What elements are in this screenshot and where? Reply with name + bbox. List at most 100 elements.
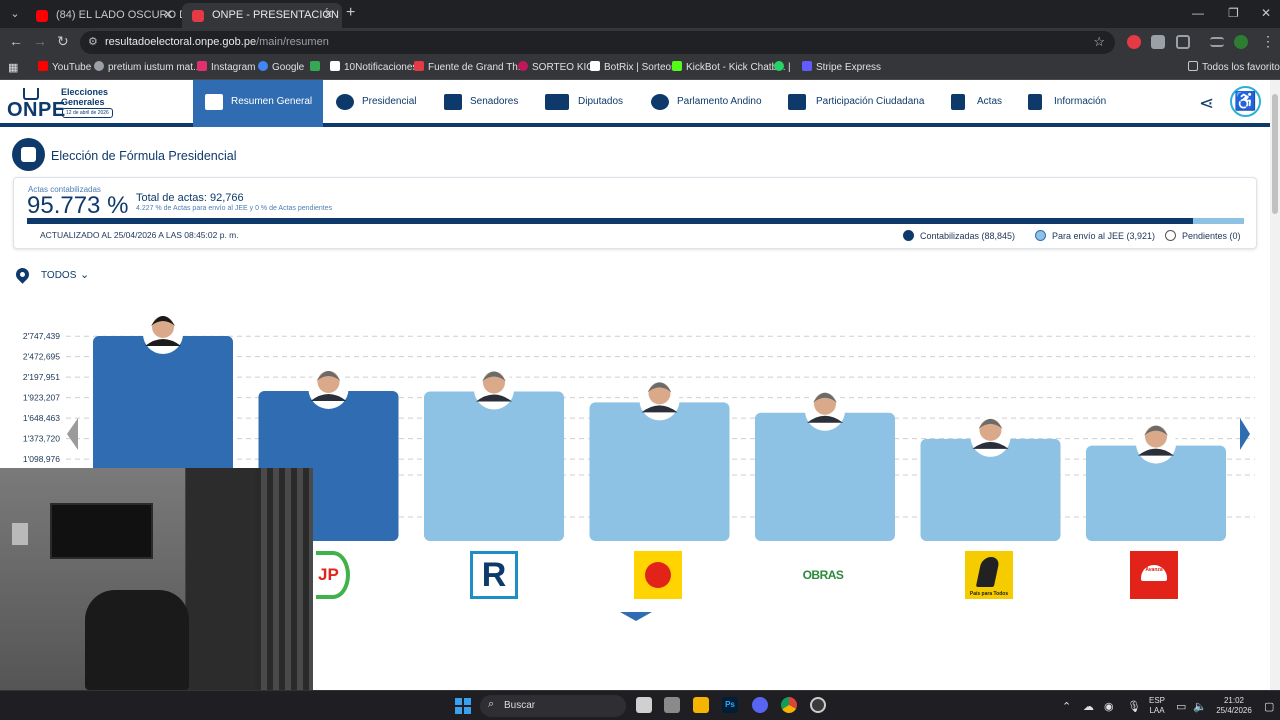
nav-actas[interactable]: Actas bbox=[951, 80, 1002, 127]
chart-prev-arrow-icon[interactable] bbox=[67, 418, 78, 450]
bookmark-pretium[interactable]: pretium iustum mat... bbox=[94, 61, 201, 73]
candidate-bar[interactable] bbox=[755, 412, 895, 541]
reading-list-icon[interactable] bbox=[1210, 37, 1224, 47]
bookmark-grand-theft[interactable]: Fuente de Grand Th... bbox=[414, 61, 526, 73]
minimize-icon[interactable]: — bbox=[1192, 6, 1204, 20]
share-icon[interactable]: ⋖ bbox=[1199, 93, 1215, 113]
chrome-menu-icon[interactable]: ⋮ bbox=[1261, 33, 1275, 49]
candidate-bar-group[interactable] bbox=[424, 369, 564, 541]
bookmark-botrix[interactable]: BotRix | Sorteos bbox=[590, 61, 676, 73]
onedrive-icon[interactable]: ☁ bbox=[1083, 701, 1094, 713]
nav-diputados[interactable]: Diputados bbox=[545, 80, 623, 127]
bookmark-10notificaciones[interactable]: 10Notificaciones bbox=[330, 61, 417, 73]
all-bookmarks[interactable]: Todos los favoritos bbox=[1188, 61, 1280, 73]
candidate-suit bbox=[145, 339, 181, 346]
chrome-icon[interactable] bbox=[781, 697, 797, 713]
juntos-peru-logo-icon[interactable]: JP bbox=[316, 551, 350, 599]
url-path: /main/resumen bbox=[256, 36, 329, 48]
close-tab-icon[interactable]: ✕ bbox=[163, 9, 173, 21]
back-icon[interactable]: ← bbox=[9, 33, 23, 49]
window-close-icon[interactable]: ✕ bbox=[1261, 6, 1272, 20]
clock-date: 25/4/2026 bbox=[1216, 706, 1252, 715]
bookmark-sorteo-kick[interactable]: SORTEO KICK bbox=[518, 61, 600, 73]
apps-grid-icon[interactable]: ▦ bbox=[8, 62, 19, 74]
sun-party-logo-icon[interactable] bbox=[634, 551, 682, 599]
bookmark-stripe[interactable]: Stripe Express bbox=[802, 61, 881, 73]
tray-app-icon[interactable]: ◉ bbox=[1104, 701, 1114, 713]
profile-avatar-icon[interactable] bbox=[1234, 35, 1248, 49]
youtube-icon bbox=[38, 61, 48, 71]
congress-icon bbox=[545, 94, 569, 110]
helmet-party-logo-icon[interactable]: Avanza bbox=[1130, 551, 1178, 599]
clock[interactable]: 21:02 25/4/2026 bbox=[1212, 696, 1256, 716]
extension-icon[interactable] bbox=[1151, 35, 1165, 49]
app-icon[interactable] bbox=[664, 697, 680, 713]
bookmark-instagram[interactable]: Instagram bbox=[197, 61, 255, 73]
network-icon[interactable]: ▭ bbox=[1176, 701, 1187, 713]
site-header: ONPE Elecciones Generales 12 de abril de… bbox=[0, 80, 1270, 127]
candidate-bar-group[interactable] bbox=[589, 380, 730, 541]
bookmark-pinwheel[interactable] bbox=[310, 61, 324, 73]
candidate-suit bbox=[476, 394, 512, 402]
obras-logo-icon[interactable]: OBRAS bbox=[800, 563, 846, 587]
address-bar[interactable]: ⚙ resultadoelectoral.onpe.gob.pe/main/re… bbox=[80, 31, 1115, 54]
tray-chevron-up-icon[interactable]: ⌃ bbox=[1062, 701, 1072, 713]
nav-senadores[interactable]: Senadores bbox=[444, 80, 518, 127]
candidate-bar[interactable] bbox=[589, 402, 730, 541]
extensions-puzzle-icon[interactable] bbox=[1176, 35, 1190, 49]
pais-para-todos-logo-icon[interactable]: País para Todos bbox=[965, 551, 1013, 599]
microphone-icon[interactable]: 🎙 bbox=[1127, 701, 1141, 713]
renovacion-popular-logo-icon[interactable]: R bbox=[470, 551, 518, 599]
bookmark-youtube[interactable]: YouTube bbox=[38, 61, 91, 73]
candidate-bar[interactable] bbox=[920, 438, 1061, 541]
page-scrollbar[interactable] bbox=[1270, 80, 1280, 690]
actas-summary-card: Actas contabilizadas 95.773 % Total de a… bbox=[13, 177, 1257, 249]
candidate-bar-group[interactable] bbox=[920, 416, 1061, 541]
tab-onpe[interactable]: ONPE - PRESENTACIÓN DE RES ✕ bbox=[182, 3, 342, 28]
forward-icon[interactable]: → bbox=[33, 33, 47, 49]
chart-expand-arrow-icon[interactable] bbox=[620, 612, 652, 621]
windows-start-icon[interactable] bbox=[455, 698, 471, 714]
tab-youtube[interactable]: (84) EL LADO OSCURO DE LA C ✕ bbox=[26, 3, 182, 28]
close-tab-icon[interactable]: ✕ bbox=[323, 9, 333, 21]
y-tick-label: 2'472,695 bbox=[23, 352, 60, 362]
national-seal-icon bbox=[12, 138, 45, 171]
language-indicator[interactable]: ESP LAA bbox=[1146, 696, 1168, 716]
bookmark-label: Stripe Express bbox=[816, 62, 882, 73]
reload-icon[interactable]: ↻ bbox=[57, 33, 69, 49]
notifications-icon[interactable]: ▢ bbox=[1264, 701, 1275, 713]
accessibility-icon[interactable]: ♿ bbox=[1230, 86, 1261, 117]
scrollbar-thumb[interactable] bbox=[1272, 94, 1278, 214]
chart-next-arrow-icon[interactable] bbox=[1240, 418, 1250, 450]
new-tab-icon[interactable]: + bbox=[346, 4, 356, 21]
site-info-icon[interactable]: ⚙ bbox=[88, 36, 98, 48]
restore-icon[interactable]: ❐ bbox=[1228, 6, 1239, 20]
bookmark-google[interactable]: Google bbox=[258, 61, 304, 73]
candidate-bar[interactable] bbox=[424, 391, 564, 541]
nav-informacion[interactable]: Información bbox=[1028, 80, 1106, 127]
discord-icon[interactable] bbox=[752, 697, 768, 713]
nav-presidencial[interactable]: Presidencial bbox=[336, 80, 416, 127]
extension-record-icon[interactable] bbox=[1127, 35, 1141, 49]
nav-participacion-ciudadana[interactable]: Participación Ciudadana bbox=[788, 80, 924, 127]
candidate-bar-group[interactable] bbox=[755, 390, 895, 541]
tab-search-chevron-icon[interactable]: ⌄ bbox=[10, 8, 20, 20]
task-view-icon[interactable] bbox=[636, 697, 652, 713]
volume-icon[interactable]: 🔈 bbox=[1193, 701, 1207, 713]
chevron-down-icon[interactable]: ⌄ bbox=[80, 269, 90, 281]
language-bottom: LAA bbox=[1149, 706, 1165, 715]
kickbot-icon bbox=[672, 61, 682, 71]
bookmark-kickbot[interactable]: KickBot - Kick Chatb... bbox=[672, 61, 785, 73]
nav-resumen-general[interactable]: Resumen General bbox=[193, 80, 323, 127]
taskbar-search[interactable]: ⌕ Buscar bbox=[480, 695, 626, 717]
tab-title: (84) EL LADO OSCURO DE LA C bbox=[56, 9, 182, 21]
bookmark-star-icon[interactable]: ☆ bbox=[1093, 34, 1105, 49]
candidate-bar[interactable] bbox=[1086, 445, 1226, 541]
candidate-bar-group[interactable] bbox=[1086, 423, 1226, 541]
obs-icon[interactable] bbox=[810, 697, 826, 713]
photoshop-icon[interactable]: Ps bbox=[722, 697, 738, 713]
bookmark-whatsapp[interactable]: | bbox=[774, 61, 791, 73]
nav-parlamento-andino[interactable]: Parlamento Andino bbox=[651, 80, 762, 127]
file-explorer-icon[interactable] bbox=[693, 697, 709, 713]
candidate-suit bbox=[641, 405, 678, 413]
